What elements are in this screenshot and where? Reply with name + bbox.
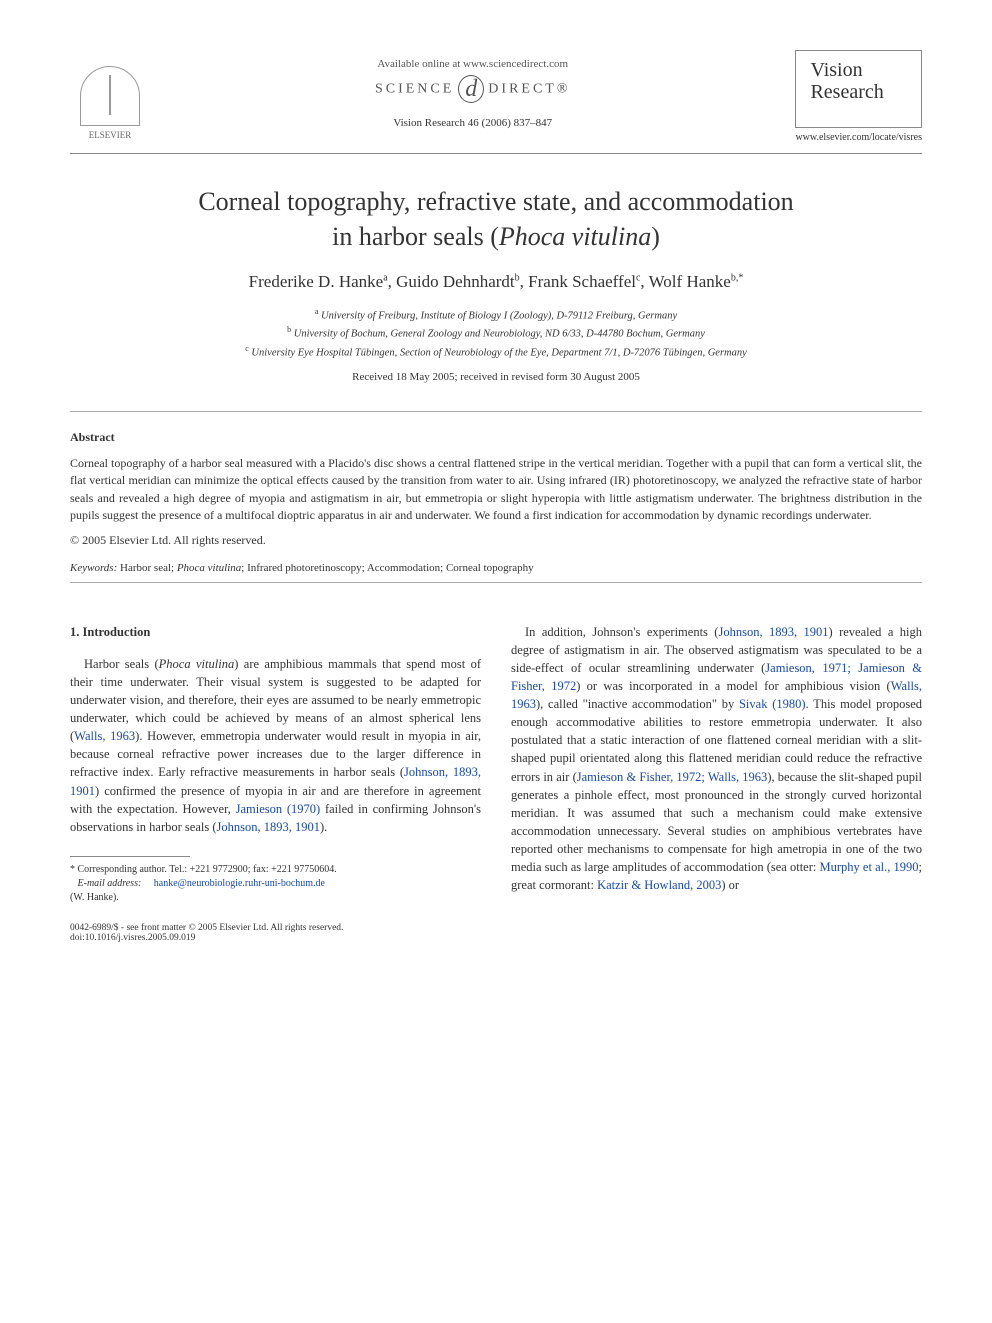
col2-para-1: In addition, Johnson's experiments (John…: [511, 623, 922, 895]
column-right: In addition, Johnson's experiments (John…: [511, 623, 922, 905]
t: ) or was incorporated in a model for amp…: [576, 679, 891, 693]
at-symbol-icon: d: [458, 75, 484, 103]
t: ) or: [721, 878, 739, 892]
cite-jamieson-1970[interactable]: Jamieson (1970): [236, 802, 321, 816]
t: ).: [320, 820, 327, 834]
journal-url[interactable]: www.elsevier.com/locate/visres: [795, 132, 922, 143]
footer-issn: 0042-6989/$ - see front matter © 2005 El…: [70, 923, 343, 933]
cite-katzir-2003[interactable]: Katzir & Howland, 2003: [597, 878, 721, 892]
email-label: E-mail address:: [78, 878, 142, 889]
cite-sivak-1980[interactable]: Sivak (1980): [739, 697, 806, 711]
cite-jamieson-walls[interactable]: Jamieson & Fisher, 1972; Walls, 1963: [577, 770, 768, 784]
title-line1: Corneal topography, refractive state, an…: [198, 187, 793, 216]
sd-right: DIRECT®: [488, 82, 570, 97]
cite-johnson-1893-1901-b[interactable]: Johnson, 1893, 1901: [217, 820, 320, 834]
page-header: ELSEVIER Available online at www.science…: [70, 50, 922, 143]
title-l2-post: ): [651, 222, 660, 251]
author-1: Frederike D. Hanke: [249, 272, 384, 291]
sd-left: SCIENCE: [375, 82, 454, 97]
header-center: Available online at www.sciencedirect.co…: [150, 50, 795, 129]
journal-box-wrap: Vision Research www.elsevier.com/locate/…: [795, 50, 922, 143]
corresponding-footnote: * Corresponding author. Tel.: +221 97729…: [70, 863, 481, 905]
page-footer: 0042-6989/$ - see front matter © 2005 El…: [70, 923, 922, 943]
author-1-sup: a: [383, 273, 387, 284]
journal-name-1: Vision: [810, 59, 907, 81]
abstract-bottom-rule: [70, 582, 922, 583]
author-2: Guido Dehnhardt: [396, 272, 515, 291]
authors-line: Frederike D. Hankea, Guido Dehnhardtb, F…: [70, 272, 922, 292]
keywords-line: Keywords: Harbor seal; Phoca vitulina; I…: [70, 562, 922, 574]
header-rule: [70, 153, 922, 154]
body-columns: 1. Introduction Harbor seals (Phoca vitu…: [70, 623, 922, 905]
author-4: Wolf Hanke: [649, 272, 731, 291]
affil-a: University of Freiburg, Institute of Bio…: [321, 311, 677, 322]
t: In addition, Johnson's experiments (: [525, 625, 718, 639]
available-online-text: Available online at www.sciencedirect.co…: [150, 58, 795, 70]
t: ), called "inactive accommodation" by: [536, 697, 739, 711]
footer-right: [511, 923, 922, 943]
species-inline: Phoca vitulina: [159, 657, 235, 671]
keywords-label: Keywords:: [70, 562, 117, 574]
article-dates: Received 18 May 2005; received in revise…: [70, 371, 922, 383]
footnote-who: (W. Hanke).: [70, 892, 119, 903]
t: Harbor seals (: [84, 657, 159, 671]
author-3-sup: c: [636, 273, 640, 284]
affiliations: a University of Freiburg, Institute of B…: [70, 306, 922, 361]
abstract-top-rule: [70, 411, 922, 412]
corresponding-email[interactable]: hanke@neurobiologie.ruhr-uni-bochum.de: [154, 878, 325, 889]
elsevier-tree-icon: [80, 66, 140, 126]
title-species: Phoca vitulina: [499, 222, 651, 251]
footnote-corr: Corresponding author. Tel.: +221 9772900…: [75, 864, 337, 875]
kw-post: ; Infrared photoretinoscopy; Accommodati…: [241, 562, 533, 574]
footnote-rule: [70, 856, 190, 857]
elsevier-logo: ELSEVIER: [70, 50, 150, 140]
col1-para-1: Harbor seals (Phoca vitulina) are amphib…: [70, 655, 481, 836]
abstract-text: Corneal topography of a harbor seal meas…: [70, 455, 922, 525]
kw-species: Phoca vitulina: [177, 562, 241, 574]
cite-walls-1963[interactable]: Walls, 1963: [74, 729, 135, 743]
kw-pre: Harbor seal;: [117, 562, 177, 574]
column-left: 1. Introduction Harbor seals (Phoca vitu…: [70, 623, 481, 905]
copyright: © 2005 Elsevier Ltd. All rights reserved…: [70, 533, 922, 548]
affil-c: University Eye Hospital Tübingen, Sectio…: [251, 347, 746, 358]
intro-heading: 1. Introduction: [70, 623, 481, 641]
t: ), because the slit-shaped pupil generat…: [511, 770, 922, 875]
journal-title-box: Vision Research: [795, 50, 922, 128]
journal-reference: Vision Research 46 (2006) 837–847: [150, 117, 795, 129]
publisher-name: ELSEVIER: [89, 130, 132, 140]
author-2-sup: b: [515, 273, 520, 284]
footer-doi: doi:10.1016/j.visres.2005.09.019: [70, 933, 195, 943]
article-title: Corneal topography, refractive state, an…: [70, 184, 922, 254]
affil-b: University of Bochum, General Zoology an…: [294, 329, 705, 340]
title-l2-pre: in harbor seals (: [332, 222, 499, 251]
sciencedirect-logo: SCIENCE d DIRECT®: [150, 76, 795, 103]
footer-left: 0042-6989/$ - see front matter © 2005 El…: [70, 923, 481, 943]
author-4-sup: b,*: [731, 273, 744, 284]
cite-johnson-r[interactable]: Johnson, 1893, 1901: [718, 625, 828, 639]
cite-murphy-1990[interactable]: Murphy et al., 1990: [820, 860, 919, 874]
abstract-label: Abstract: [70, 430, 922, 445]
author-3: Frank Schaeffel: [528, 272, 636, 291]
journal-name-2: Research: [810, 81, 907, 103]
